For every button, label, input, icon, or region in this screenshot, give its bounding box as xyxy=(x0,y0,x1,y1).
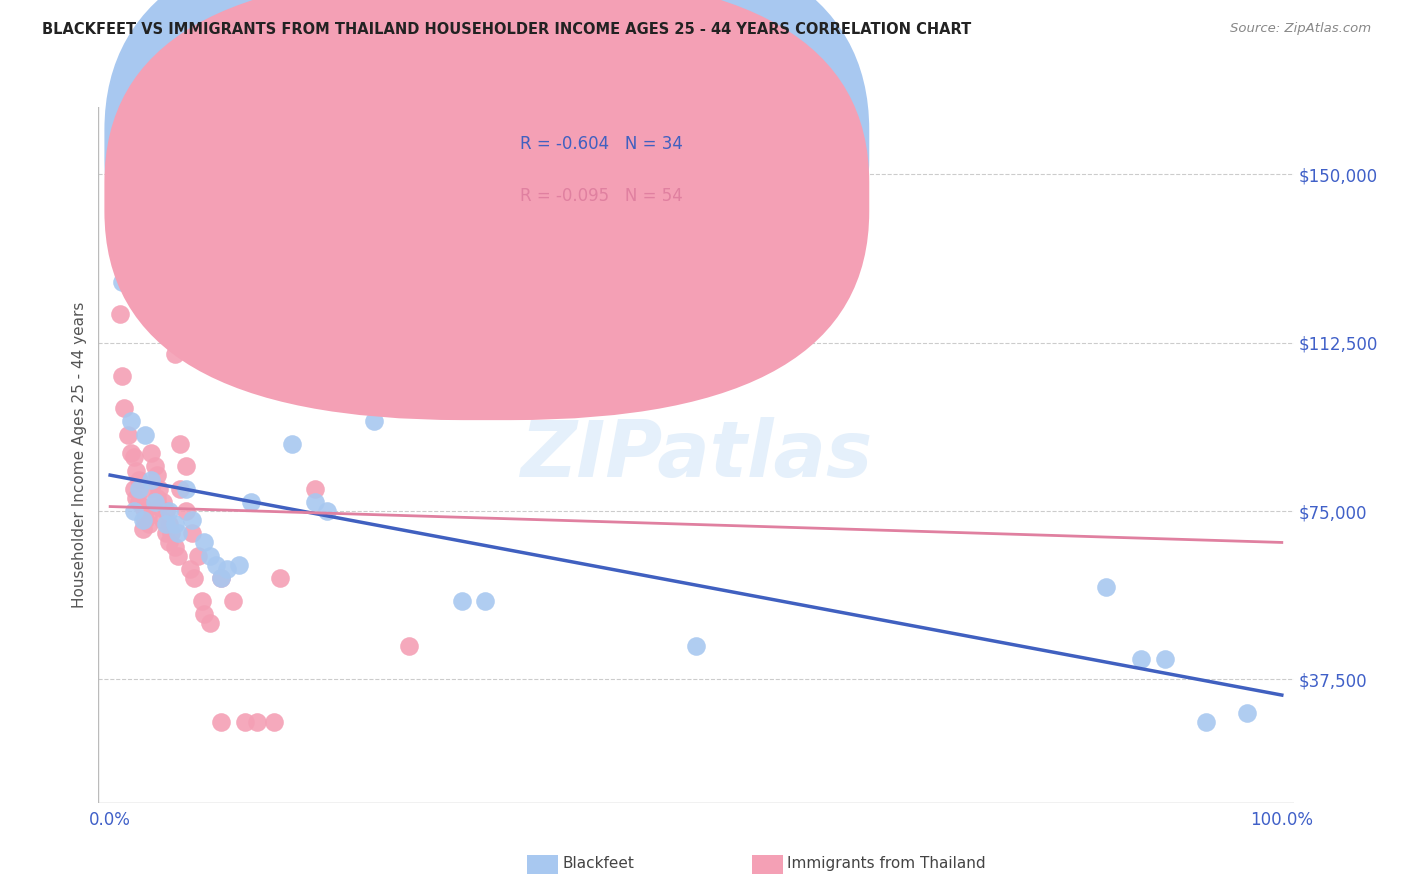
Point xyxy=(160,526,183,541)
Point xyxy=(128,473,150,487)
Text: Immigrants from Thailand: Immigrants from Thailand xyxy=(787,856,986,871)
Point xyxy=(1195,714,1218,729)
Point xyxy=(155,526,177,541)
Point xyxy=(148,482,170,496)
Point xyxy=(155,517,177,532)
Point xyxy=(122,450,145,465)
Point xyxy=(474,594,496,608)
Text: ZIPatlas: ZIPatlas xyxy=(520,417,872,493)
Point xyxy=(157,535,180,549)
Point xyxy=(204,558,226,572)
Point xyxy=(263,714,285,729)
Point xyxy=(174,482,197,496)
Point xyxy=(157,517,180,532)
Point xyxy=(167,526,190,541)
FancyBboxPatch shape xyxy=(104,0,869,368)
Point xyxy=(211,571,233,585)
Point xyxy=(148,221,170,235)
Point xyxy=(211,714,233,729)
Point xyxy=(233,714,256,729)
Point xyxy=(169,482,191,496)
Point xyxy=(1130,652,1153,666)
Point xyxy=(132,522,155,536)
Point xyxy=(141,482,163,496)
Point xyxy=(143,459,166,474)
Point xyxy=(167,549,190,563)
Point xyxy=(1236,706,1258,720)
Point xyxy=(111,275,134,289)
Point xyxy=(222,594,245,608)
Point xyxy=(163,347,186,361)
Point xyxy=(179,562,201,576)
Point xyxy=(152,513,174,527)
Point xyxy=(143,495,166,509)
Point xyxy=(112,401,135,415)
Point xyxy=(141,445,163,459)
Text: R = -0.604   N = 34: R = -0.604 N = 34 xyxy=(520,135,683,153)
Point xyxy=(111,369,134,384)
Point xyxy=(398,639,420,653)
Point xyxy=(1095,580,1118,594)
Point xyxy=(304,482,326,496)
Text: BLACKFEET VS IMMIGRANTS FROM THAILAND HOUSEHOLDER INCOME AGES 25 - 44 YEARS CORR: BLACKFEET VS IMMIGRANTS FROM THAILAND HO… xyxy=(42,22,972,37)
FancyBboxPatch shape xyxy=(104,0,869,420)
Point xyxy=(315,504,337,518)
Point xyxy=(239,495,262,509)
Point xyxy=(132,500,155,514)
Point xyxy=(155,504,177,518)
Point xyxy=(281,436,304,450)
Point xyxy=(181,526,204,541)
Point xyxy=(163,517,186,532)
Point xyxy=(132,513,155,527)
Point xyxy=(246,714,269,729)
Point xyxy=(193,607,215,622)
FancyBboxPatch shape xyxy=(439,111,773,232)
Point xyxy=(174,459,197,474)
Point xyxy=(190,594,212,608)
Point xyxy=(117,427,139,442)
Text: R = -0.095   N = 54: R = -0.095 N = 54 xyxy=(520,187,683,205)
Point xyxy=(363,414,385,428)
Point xyxy=(120,445,142,459)
Point xyxy=(228,558,250,572)
Point xyxy=(193,535,215,549)
Point xyxy=(138,517,160,532)
Point xyxy=(198,549,221,563)
Point xyxy=(187,549,209,563)
Point xyxy=(450,594,472,608)
Point xyxy=(198,616,221,631)
Point xyxy=(134,513,156,527)
Point xyxy=(136,508,159,523)
Point xyxy=(134,504,156,518)
Point xyxy=(122,504,145,518)
Point xyxy=(128,482,150,496)
Point xyxy=(122,482,145,496)
Point xyxy=(163,540,186,554)
Text: Source: ZipAtlas.com: Source: ZipAtlas.com xyxy=(1230,22,1371,36)
Point xyxy=(125,491,148,505)
Point xyxy=(134,427,156,442)
Point xyxy=(269,571,291,585)
Point xyxy=(211,571,233,585)
Point xyxy=(174,504,197,518)
Point xyxy=(152,495,174,509)
Point xyxy=(169,436,191,450)
Point xyxy=(685,639,707,653)
Y-axis label: Householder Income Ages 25 - 44 years: Householder Income Ages 25 - 44 years xyxy=(72,301,87,608)
Point xyxy=(181,513,204,527)
Point xyxy=(148,500,170,514)
Point xyxy=(304,495,326,509)
Point xyxy=(217,562,239,576)
Point xyxy=(125,464,148,478)
Point xyxy=(128,495,150,509)
Text: Blackfeet: Blackfeet xyxy=(562,856,634,871)
Point xyxy=(146,491,169,505)
Point xyxy=(141,473,163,487)
Point xyxy=(120,414,142,428)
Point xyxy=(108,306,131,320)
Point xyxy=(157,504,180,518)
Point xyxy=(146,468,169,483)
Point xyxy=(1153,652,1175,666)
Point xyxy=(183,571,205,585)
